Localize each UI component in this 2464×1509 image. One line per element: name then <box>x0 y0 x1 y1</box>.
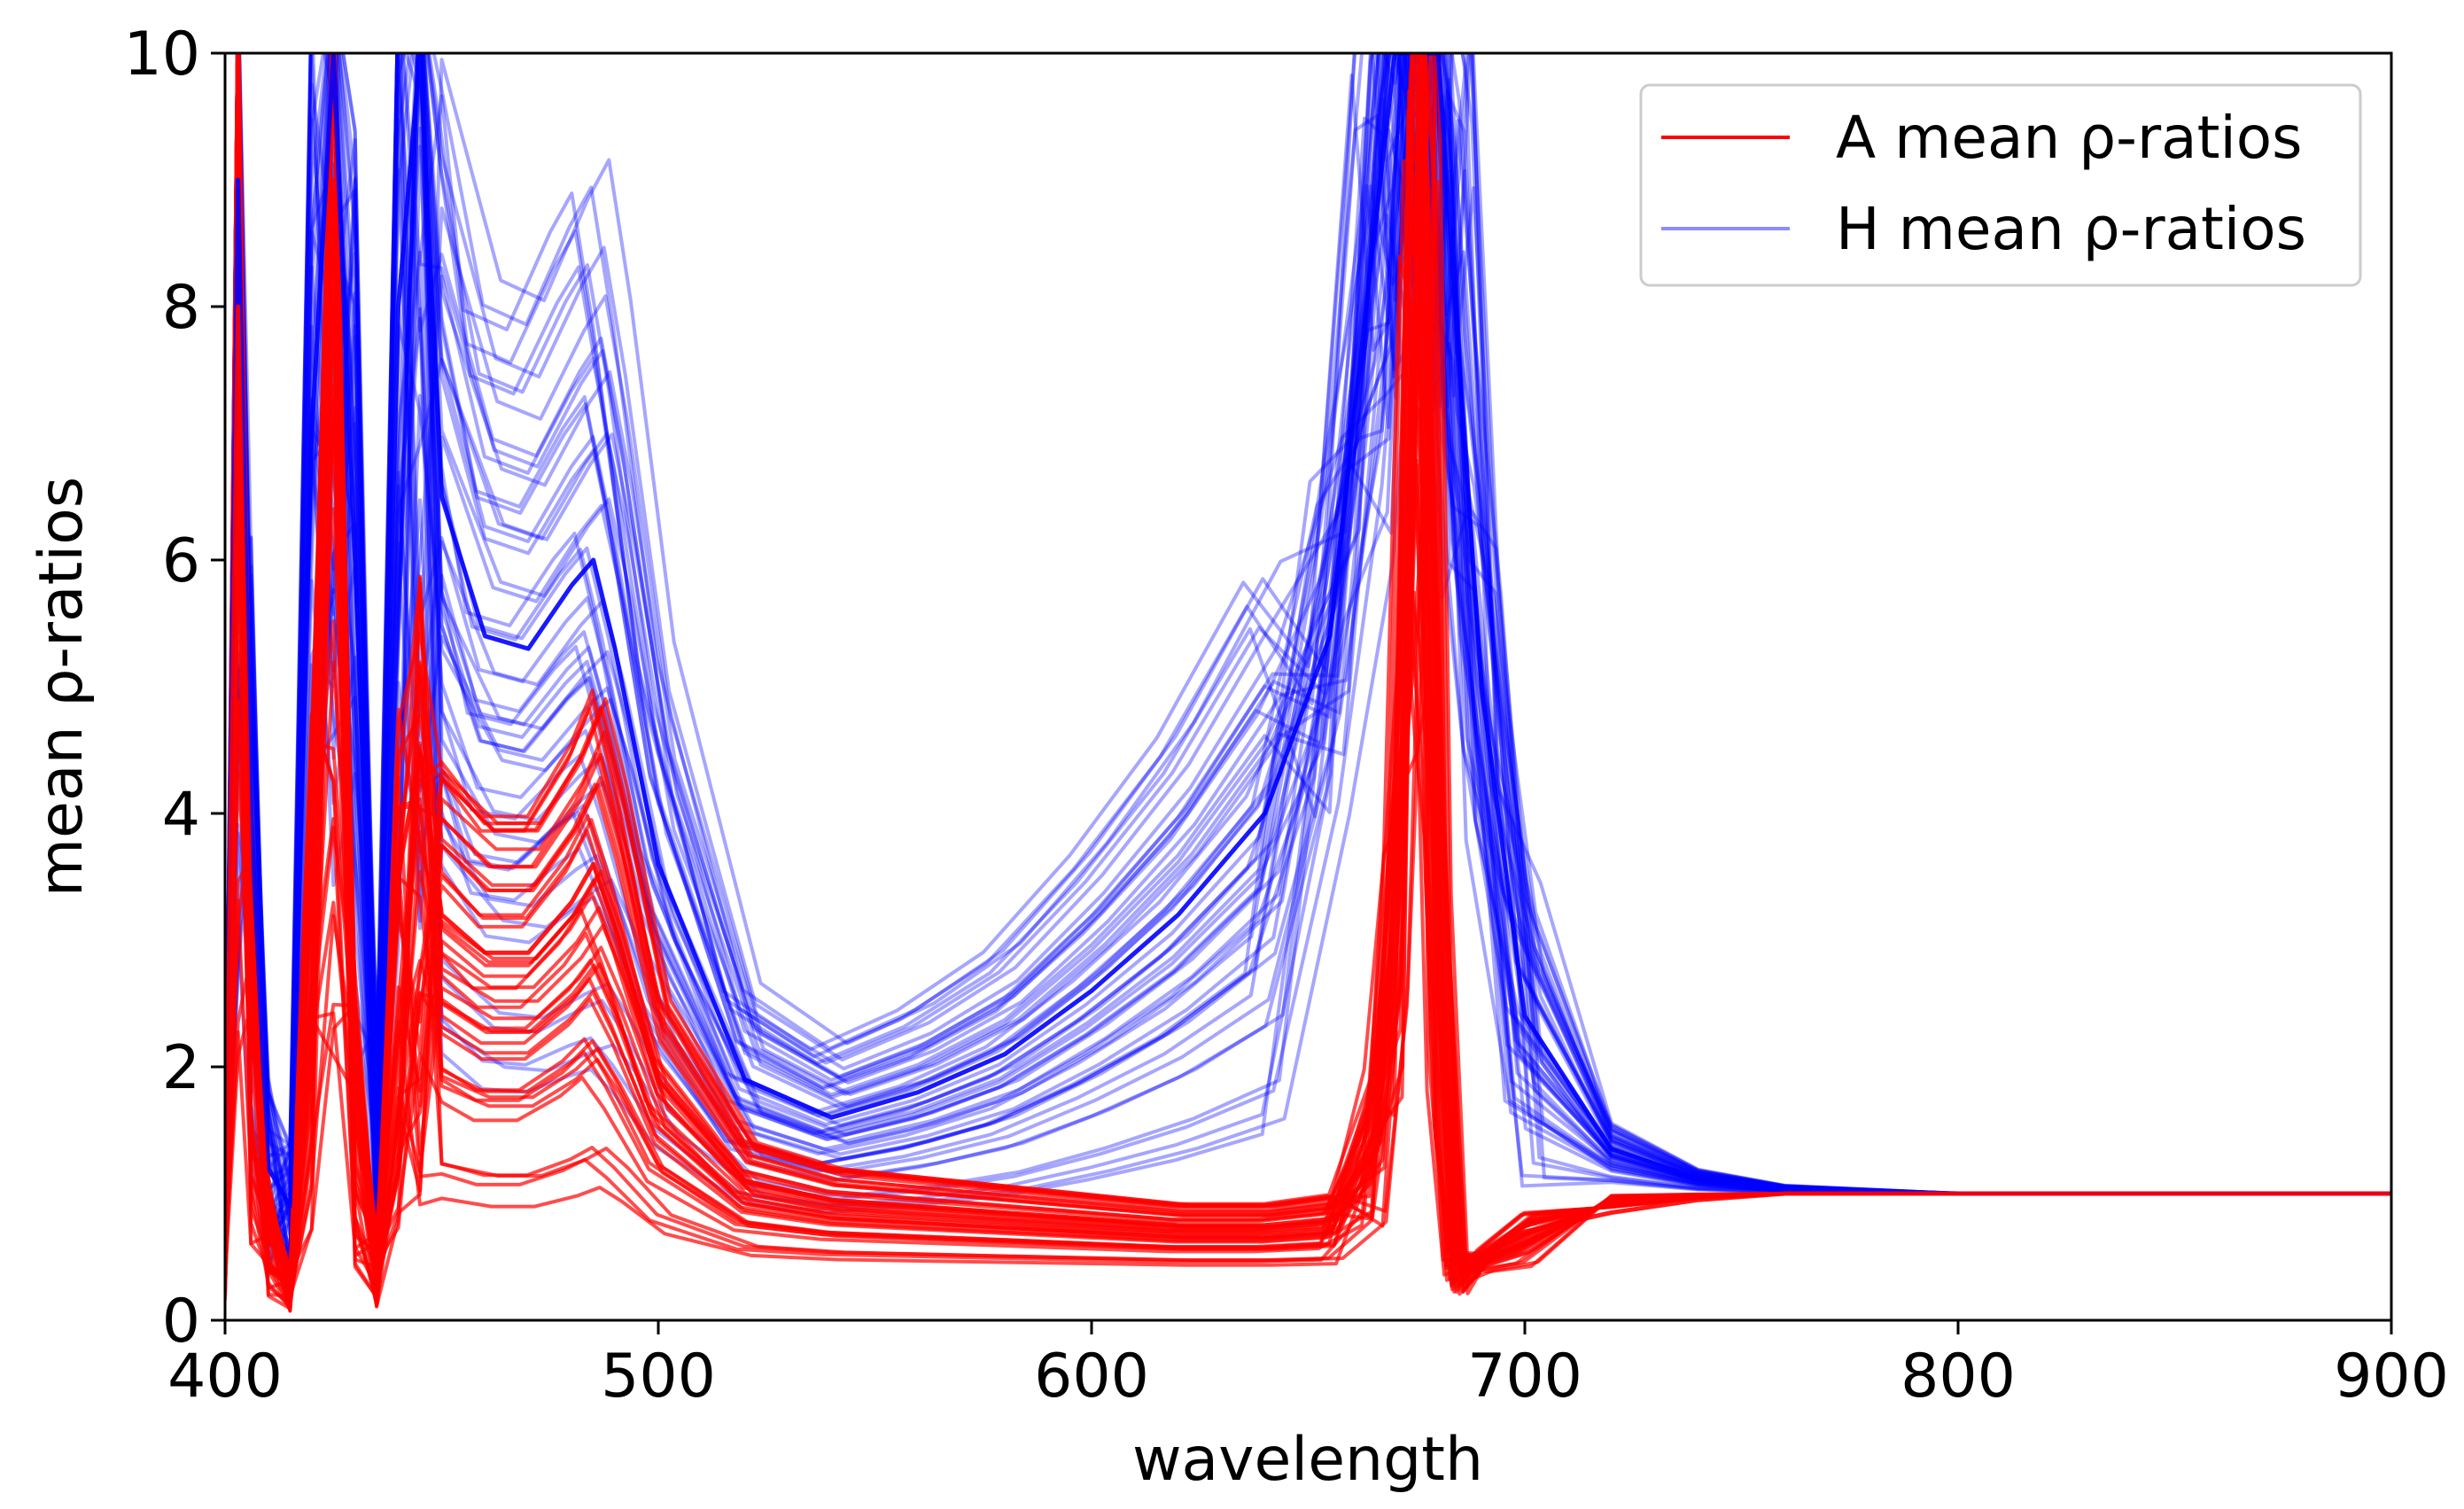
x-tick-label: 800 <box>1900 1342 2016 1412</box>
h-mean-ratio-line <box>225 53 2391 1259</box>
legend-label-a: A mean ρ-ratios <box>1836 104 2303 172</box>
y-tick-label: 4 <box>162 780 200 850</box>
legend-box <box>1639 83 2362 287</box>
x-tick-label: 600 <box>1034 1342 1149 1412</box>
series-layer <box>225 53 2391 1313</box>
legend: A mean ρ-ratios H mean ρ-ratios <box>1639 83 2362 287</box>
y-axis-title: mean ρ-ratios <box>27 477 97 897</box>
h-representative-line <box>225 53 2391 1219</box>
h-mean-ratio-line <box>225 53 2391 1199</box>
x-tick-label: 400 <box>167 1342 283 1412</box>
x-tick-label: 900 <box>2334 1342 2449 1412</box>
plot-frame <box>223 51 2393 1322</box>
y-tick-label: 2 <box>162 1033 200 1103</box>
y-tick-label: 10 <box>123 19 200 89</box>
h-mean-ratio-line <box>225 53 2391 1282</box>
x-tick-label: 700 <box>1467 1342 1582 1412</box>
y-tick-label: 8 <box>162 273 200 343</box>
h-mean-ratio-line <box>225 53 2391 1259</box>
h-mean-ratio-line <box>225 53 2391 1195</box>
h-mean-ratio-line <box>225 53 2391 1264</box>
x-tick-label: 500 <box>601 1342 716 1412</box>
y-axis: 0 2 4 6 8 10 <box>123 19 225 1357</box>
y-tick-label: 0 <box>162 1287 200 1357</box>
h-mean-ratio-line <box>225 53 2391 1213</box>
h-mean-ratio-line <box>225 53 2391 1202</box>
h-mean-ratio-line <box>225 53 2391 1204</box>
h-mean-ratio-line <box>225 53 2391 1284</box>
h-mean-ratio-line <box>225 53 2391 1203</box>
a-mean-ratio-line <box>225 284 2391 1290</box>
h-mean-ratio-line <box>225 53 2391 1248</box>
a-mean-ratio-line <box>225 53 2391 1303</box>
x-axis-title: wavelength <box>1132 1425 1483 1495</box>
legend-label-h: H mean ρ-ratios <box>1836 195 2306 263</box>
y-tick-label: 6 <box>162 526 200 596</box>
x-axis: 400 500 600 700 800 900 <box>167 1320 2449 1412</box>
a-representative-line <box>225 53 2391 1285</box>
